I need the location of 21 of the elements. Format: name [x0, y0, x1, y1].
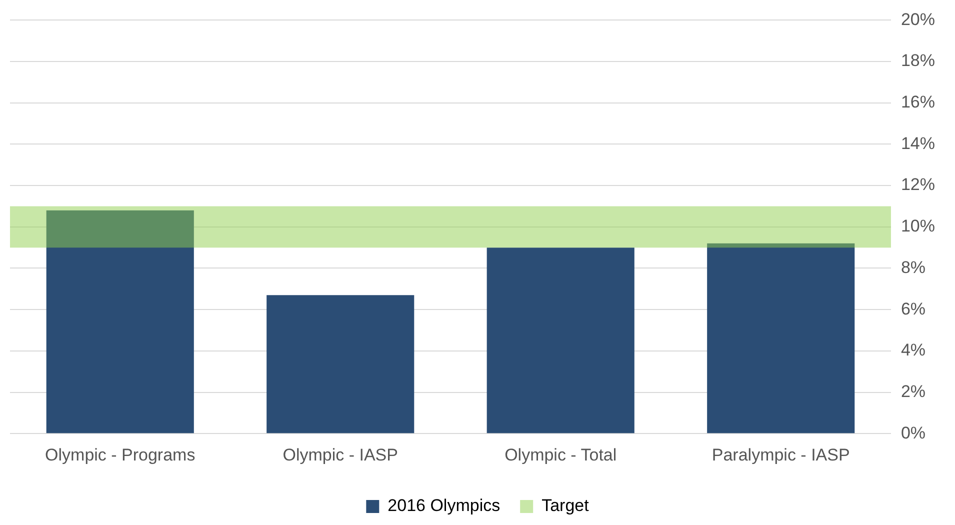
- bar: [707, 243, 855, 434]
- bar: [266, 295, 414, 434]
- y-tick-label: 0%: [900, 423, 926, 442]
- legend-label: Target: [542, 496, 590, 516]
- y-tick-label: 10%: [900, 216, 936, 236]
- y-tick-label: 14%: [900, 134, 936, 153]
- y-tick-label: 18%: [900, 51, 936, 70]
- y-tick-label: 20%: [900, 10, 936, 29]
- x-tick-label: Olympic - Total: [504, 445, 617, 464]
- x-tick-label: Paralympic - IASP: [712, 445, 850, 464]
- y-tick-label: 2%: [900, 382, 926, 401]
- bar: [46, 210, 194, 434]
- x-tick-label: Olympic - IASP: [282, 445, 398, 464]
- legend-label: 2016 Olympics: [388, 496, 500, 516]
- y-tick-label: 8%: [900, 258, 926, 277]
- y-tick-label: 12%: [900, 175, 936, 194]
- y-tick-label: 6%: [900, 299, 926, 318]
- y-tick-label: 16%: [900, 92, 936, 112]
- y-tick-label: 4%: [900, 340, 926, 360]
- x-tick-label: Olympic - Programs: [45, 445, 196, 464]
- bar: [486, 248, 634, 434]
